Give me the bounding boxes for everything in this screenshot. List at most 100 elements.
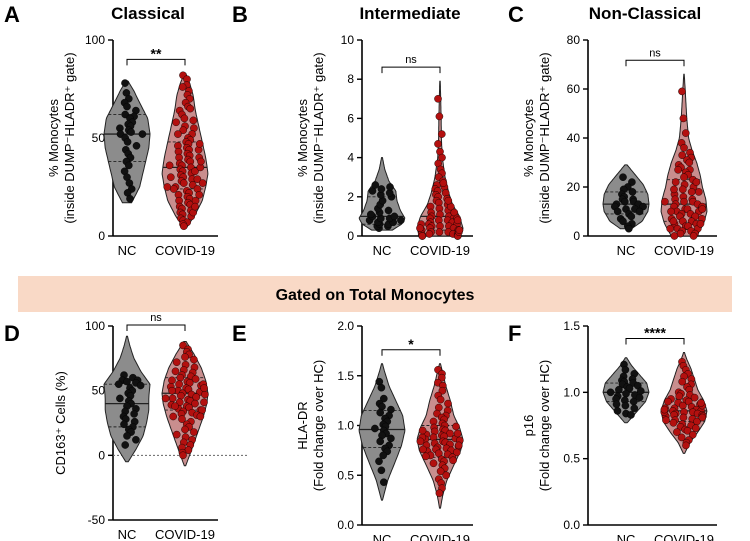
data-point	[377, 383, 386, 392]
data-point	[438, 153, 446, 162]
significance-bracket	[381, 349, 441, 356]
violin-nc	[103, 79, 151, 204]
panel-title: Non-Classical	[589, 4, 701, 23]
data-point	[679, 185, 687, 194]
significance-label: **	[151, 45, 162, 61]
violin-covid	[660, 352, 708, 454]
data-point	[452, 422, 460, 431]
data-point	[619, 173, 627, 181]
data-point	[181, 425, 189, 434]
data-point	[435, 112, 444, 121]
data-point	[689, 232, 698, 240]
data-point	[661, 197, 669, 206]
y-tick-label: 1.5	[337, 369, 354, 383]
x-category-label: COVID-19	[155, 527, 215, 541]
x-category-label: COVID-19	[410, 532, 470, 541]
data-point	[384, 206, 393, 215]
y-axis-label: % Monocytes	[521, 98, 536, 177]
data-point	[387, 434, 395, 443]
data-point	[114, 380, 123, 389]
data-point	[171, 402, 179, 411]
y-tick-label: 100	[85, 33, 105, 47]
data-point	[679, 114, 688, 123]
data-point	[371, 181, 380, 189]
data-point	[195, 140, 204, 148]
data-point	[123, 432, 131, 440]
significance-label: ns	[649, 47, 661, 59]
violin-nc	[602, 357, 650, 424]
data-point	[628, 188, 637, 196]
data-point	[371, 424, 379, 433]
data-point	[437, 130, 446, 138]
data-point	[455, 226, 464, 234]
data-point	[198, 179, 207, 187]
data-point	[677, 433, 686, 442]
data-point	[678, 87, 686, 96]
y-axis-label-secondary: (Fold change over HC)	[537, 360, 552, 492]
data-point	[123, 138, 132, 146]
data-point	[671, 178, 680, 186]
y-tick-label: 0.0	[337, 518, 354, 532]
data-point	[190, 428, 198, 436]
data-point	[438, 386, 447, 395]
data-point	[689, 430, 697, 439]
data-point	[191, 167, 199, 176]
y-tick-label: 6	[347, 111, 354, 125]
data-point	[685, 158, 694, 167]
data-point	[190, 355, 198, 364]
x-category-label: NC	[118, 527, 137, 541]
data-point	[379, 394, 388, 403]
y-tick-label: 0.0	[563, 518, 580, 532]
data-point	[696, 219, 705, 228]
data-point	[168, 376, 176, 385]
data-point	[627, 411, 635, 419]
data-point	[191, 202, 199, 211]
data-point	[454, 441, 463, 450]
data-point	[193, 175, 202, 183]
data-point	[126, 194, 134, 203]
panel-d: D CD163⁺ Cells (%) -50 0 50 100 NC COVID-19 ns	[4, 312, 247, 541]
data-point	[621, 365, 630, 374]
data-point	[191, 375, 200, 383]
y-tick-label: 50	[92, 131, 106, 145]
data-point	[186, 104, 195, 113]
data-point	[621, 197, 629, 206]
data-point	[690, 393, 699, 402]
data-point	[698, 205, 707, 213]
data-point	[635, 393, 644, 402]
data-point	[678, 151, 687, 159]
data-point	[136, 381, 145, 390]
data-point	[189, 116, 198, 125]
violin-nc	[358, 157, 406, 232]
y-tick-label: 0.5	[337, 468, 354, 482]
violin-covid	[416, 363, 464, 509]
data-point	[397, 216, 405, 225]
significance-bracket	[625, 59, 685, 67]
y-axis-label: % Monocytes	[295, 98, 310, 177]
data-point	[679, 413, 688, 422]
panel-title: Intermediate	[359, 4, 460, 23]
data-point	[675, 392, 684, 401]
data-point	[132, 435, 140, 444]
data-point	[692, 424, 700, 433]
significance-label: ns	[405, 54, 417, 66]
data-point	[418, 232, 427, 240]
data-point	[442, 471, 451, 480]
data-point	[166, 173, 175, 181]
y-tick-label: 0	[347, 229, 354, 243]
data-point	[121, 441, 129, 449]
data-point	[176, 373, 185, 382]
violin-nc	[602, 164, 650, 233]
data-point	[625, 384, 634, 393]
y-tick-label: 50	[92, 384, 106, 398]
y-axis-label-secondary: (Fold change over HC)	[311, 360, 326, 492]
data-point	[613, 407, 622, 415]
data-point	[416, 224, 424, 232]
data-point	[444, 196, 453, 205]
data-point	[667, 207, 675, 216]
significance-bracket	[625, 338, 685, 345]
y-axis-label: CD163⁺ Cells (%)	[53, 371, 68, 475]
data-point	[664, 397, 672, 406]
panel-letter: B	[232, 2, 248, 27]
data-point	[606, 388, 615, 397]
